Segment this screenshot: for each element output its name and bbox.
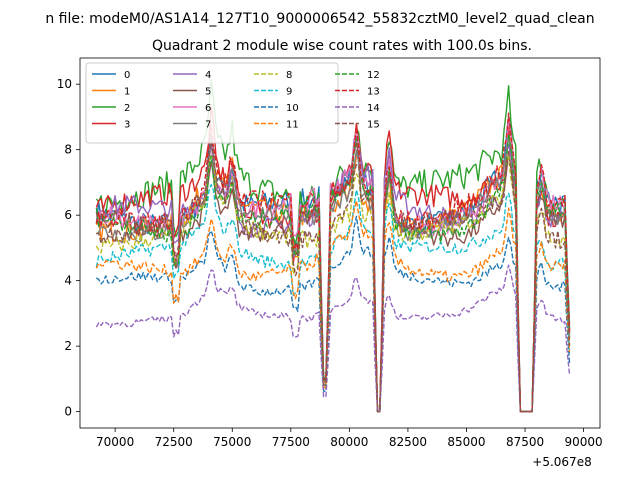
legend-label-1: 1 <box>124 87 130 98</box>
y-tick-label: 0 <box>64 405 72 419</box>
y-tick-label: 10 <box>57 77 72 91</box>
series-line-12 <box>95 133 571 413</box>
y-tick-label: 4 <box>64 274 72 288</box>
y-tick-label: 6 <box>64 208 72 222</box>
x-tick-label: 87500 <box>506 435 544 449</box>
legend-label-14: 14 <box>367 103 380 114</box>
series-layer <box>95 79 571 413</box>
series-line-3 <box>95 106 571 413</box>
x-tick-label: 72500 <box>155 435 193 449</box>
x-axis-offset: +5.067e8 <box>532 455 591 469</box>
y-tick-label: 8 <box>64 143 72 157</box>
legend-label-2: 2 <box>124 103 130 114</box>
x-tick-label: 75000 <box>213 435 251 449</box>
series-line-11 <box>95 199 571 413</box>
figure-suptitle: n file: modeM0/AS1A14_127T10_9000006542_… <box>45 11 594 27</box>
plot-frame <box>79 57 601 429</box>
legend-label-6: 6 <box>205 103 211 114</box>
legend-label-12: 12 <box>367 70 380 81</box>
legend-label-4: 4 <box>205 70 211 81</box>
x-tick-label: 77500 <box>272 435 310 449</box>
series-line-15 <box>96 141 571 413</box>
legend-label-8: 8 <box>286 70 292 81</box>
series-line-10 <box>95 215 571 413</box>
legend-label-15: 15 <box>367 120 380 131</box>
legend-label-7: 7 <box>205 120 211 131</box>
legend-label-10: 10 <box>286 103 299 114</box>
x-tick-label: 85000 <box>447 435 485 449</box>
legend-label-3: 3 <box>124 120 130 131</box>
y-axis: 0 2 4 6 8 10 <box>57 77 80 419</box>
x-tick-label: 82500 <box>389 435 427 449</box>
series-line-13 <box>95 112 571 413</box>
legend-label-13: 13 <box>367 87 380 98</box>
series-line-5 <box>95 142 571 413</box>
legend-label-9: 9 <box>286 87 292 98</box>
y-tick-label: 2 <box>64 339 72 353</box>
legend-label-0: 0 <box>124 70 130 81</box>
chart-title: Quadrant 2 module wise count rates with … <box>152 38 532 54</box>
series-line-9 <box>95 183 571 413</box>
legend-label-11: 11 <box>286 120 299 131</box>
x-tick-label: 90000 <box>565 435 603 449</box>
series-line-14 <box>95 264 571 413</box>
x-axis: 70000 72500 75000 77500 80000 82500 85000 87500… <box>96 428 603 449</box>
x-tick-label: 70000 <box>96 435 134 449</box>
legend-label-5: 5 <box>205 87 211 98</box>
x-tick-label: 80000 <box>330 435 368 449</box>
